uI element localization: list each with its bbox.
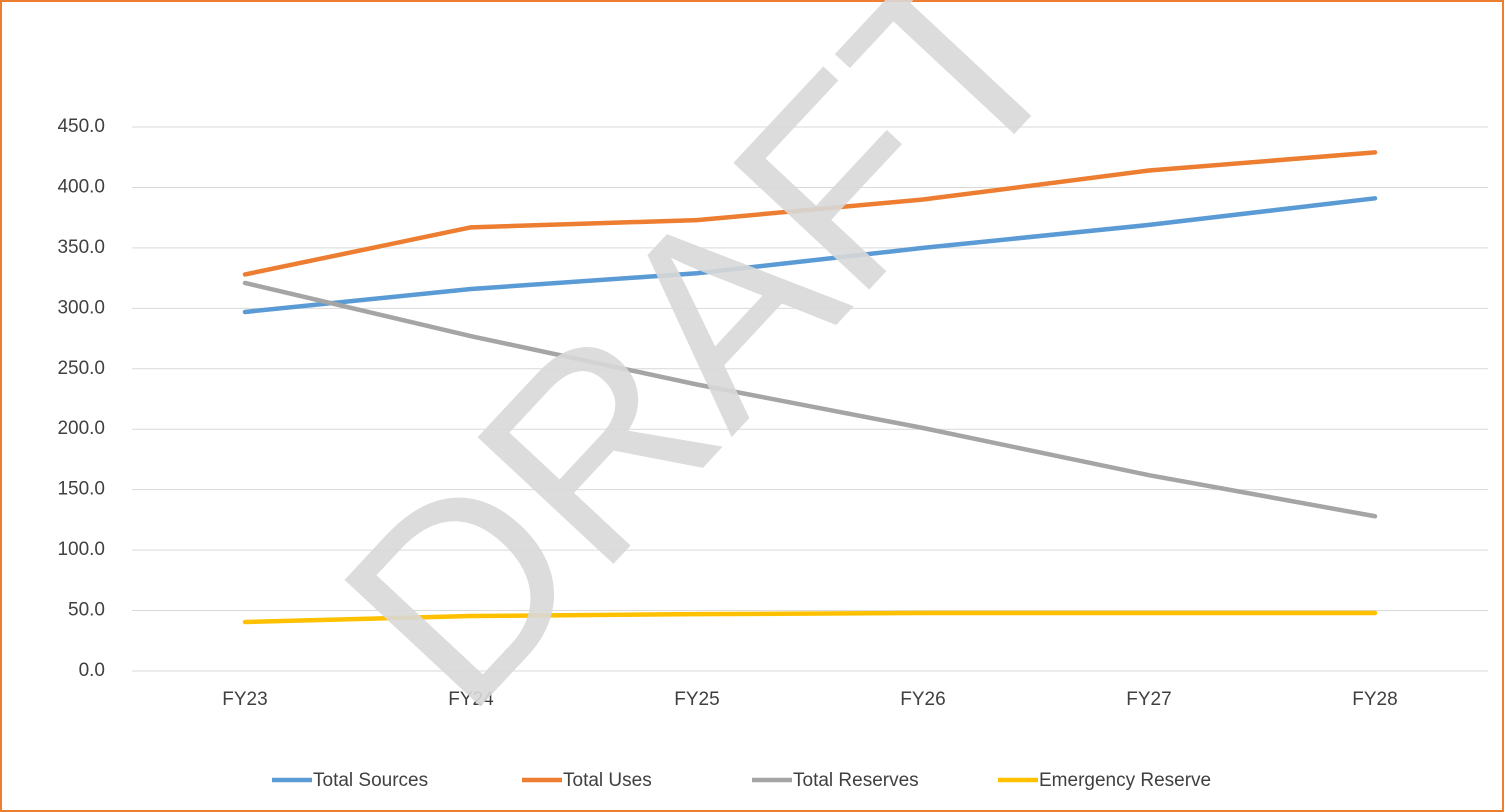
y-tick-label: 0.0 xyxy=(79,660,105,681)
series-line xyxy=(242,280,1378,519)
legend-label: Total Sources xyxy=(313,770,428,791)
x-tick-label: FY27 xyxy=(1126,689,1171,710)
y-tick-label: 350.0 xyxy=(57,237,105,258)
legend-label: Total Reserves xyxy=(793,770,919,791)
x-tick-label: FY28 xyxy=(1352,689,1397,710)
x-tick-label: FY24 xyxy=(448,689,494,710)
series-line xyxy=(242,610,1378,625)
y-tick-label: 100.0 xyxy=(57,539,105,560)
series-line xyxy=(242,196,1378,315)
x-tick-label: FY25 xyxy=(674,689,719,710)
x-tick-label: FY23 xyxy=(222,689,267,710)
y-tick-label: 200.0 xyxy=(57,418,105,439)
plot: 0.0 50.0 100.0 150.0 200.0 250.0 300.0 350.0 400… xyxy=(57,116,1488,791)
y-tick-label: 450.0 xyxy=(57,116,105,137)
y-tick-label: 150.0 xyxy=(57,479,105,500)
legend-label: Emergency Reserve xyxy=(1039,770,1211,791)
y-tick-label: 50.0 xyxy=(68,600,105,621)
y-tick-label: 300.0 xyxy=(57,297,105,318)
legend-label: Total Uses xyxy=(563,770,652,791)
series-line xyxy=(242,150,1378,277)
x-tick-label: FY26 xyxy=(900,689,945,710)
y-tick-label: 400.0 xyxy=(57,176,105,197)
y-tick-label: 250.0 xyxy=(57,358,105,379)
